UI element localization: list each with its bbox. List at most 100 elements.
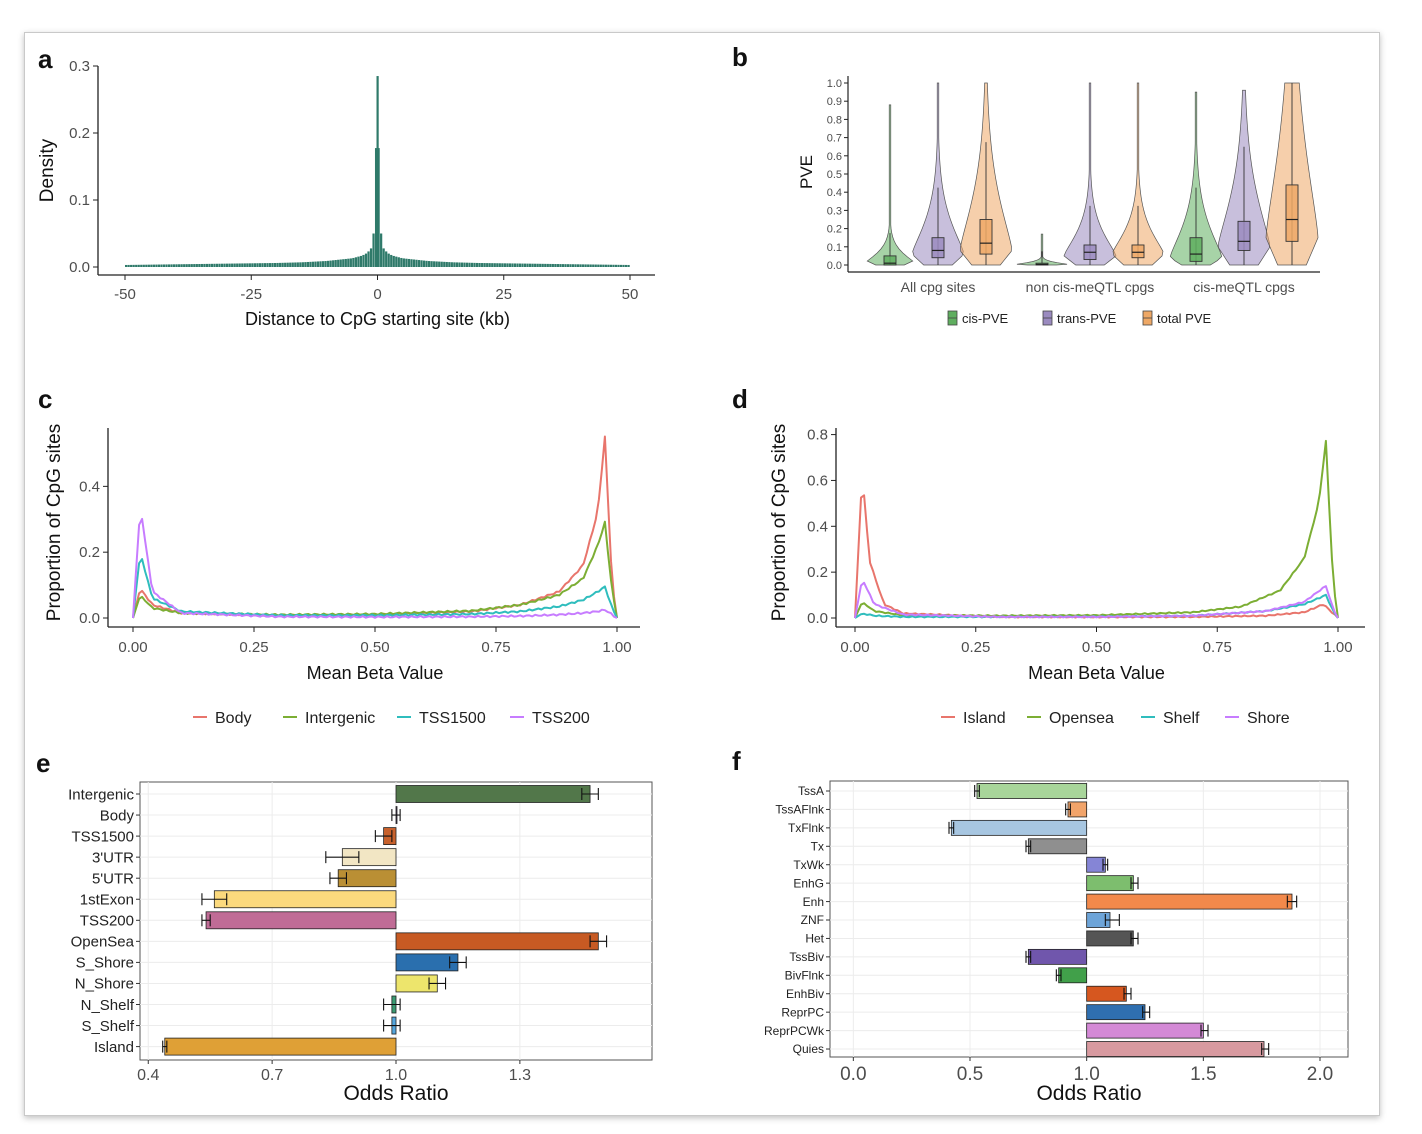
histogram-bar [496, 263, 499, 267]
histogram-bar [589, 264, 592, 267]
histogram-bar [561, 264, 565, 267]
category-label: TssA [798, 784, 824, 798]
histogram-bar [263, 263, 267, 267]
y-tick-label: 0.1 [827, 242, 842, 254]
histogram-bar [271, 263, 274, 267]
x-tick-label: 1.0 [385, 1067, 407, 1084]
histogram-bar [440, 261, 443, 267]
histogram-bar [387, 253, 390, 267]
histogram-bar [609, 264, 613, 267]
histogram-bar [599, 264, 602, 267]
histogram-bar [220, 263, 224, 267]
category-label: TxFlnk [788, 821, 825, 835]
histogram-bar [612, 264, 615, 267]
histogram-bar [266, 263, 269, 267]
histogram-bar [450, 262, 453, 267]
histogram-bar [410, 259, 413, 267]
histogram-bar [491, 263, 494, 267]
histogram-bar [324, 261, 327, 267]
legend-label: TSS1500 [419, 710, 486, 727]
histogram-bar [536, 263, 539, 267]
histogram-bar [516, 263, 519, 267]
y-tick-label: 0.6 [827, 151, 842, 163]
histogram-bar [354, 257, 357, 267]
histogram-bar [397, 257, 400, 267]
panel-f-letter: f [732, 746, 741, 776]
histogram-bar [395, 256, 398, 267]
histogram-bar [438, 261, 441, 267]
histogram-bar [193, 264, 196, 267]
histogram-bar [559, 264, 562, 267]
histogram-bar [137, 264, 140, 267]
histogram-bar [501, 263, 504, 267]
histogram-bar [279, 262, 282, 267]
histogram-bar [367, 251, 370, 267]
bar-reprpcwk [1086, 1022, 1204, 1039]
panel-c-line-plot: 0.0 0.2 0.4 0.00 0.25 0.50 0.75 1.00 Mean Beta V… [44, 424, 640, 727]
y-tick-label: 0.0 [69, 259, 90, 276]
histogram-bar [458, 262, 461, 267]
histogram-bar [604, 264, 607, 267]
category-label: TSS1500 [71, 828, 134, 845]
histogram-bar [268, 263, 272, 267]
category-label: Enh [803, 895, 824, 909]
bar-tx [1027, 838, 1088, 855]
y-tick-label: 0.8 [807, 427, 828, 444]
histogram-bar [291, 262, 294, 267]
histogram-bar [344, 258, 347, 267]
bar-island [164, 1037, 397, 1056]
legend-label: total PVE [1157, 311, 1212, 326]
histogram-bar [352, 257, 355, 267]
category-label: TxWk [793, 858, 825, 872]
histogram-bar [256, 263, 259, 267]
histogram-bar [579, 264, 582, 267]
x-tick-label: 1.3 [509, 1067, 531, 1084]
legend-label: trans-PVE [1057, 311, 1117, 326]
bar-s-shore [395, 953, 459, 972]
box [1131, 244, 1145, 259]
panel-d-letter: d [732, 384, 748, 414]
histogram-bar [150, 264, 153, 267]
histogram-bar [486, 263, 489, 267]
x-tick-label: 25 [495, 286, 512, 303]
histogram-bar [582, 264, 585, 267]
bar-tss200 [205, 911, 397, 930]
histogram-bar [541, 263, 544, 267]
histogram-bar [286, 262, 289, 267]
category-label: OpenSea [71, 934, 135, 951]
histogram-bar [488, 263, 491, 267]
legend-label: Intergenic [305, 710, 375, 727]
histogram-bar [185, 264, 188, 267]
histogram-bar [273, 262, 277, 267]
series-line-tss1500 [132, 558, 618, 619]
histogram-bar [362, 254, 365, 267]
histogram-bar [213, 263, 216, 267]
histogram-bar [316, 261, 320, 267]
histogram-bar [152, 264, 155, 267]
histogram-bar [402, 258, 405, 267]
histogram-bar [435, 261, 438, 267]
histogram-bar [513, 263, 517, 267]
histogram-bar [554, 264, 557, 267]
y-tick-label: 0.1 [69, 192, 90, 209]
category-label: ReprPCWk [764, 1024, 825, 1038]
histogram-bar [622, 264, 625, 267]
histogram-bar [511, 263, 514, 267]
panel-d-line-plot: 0.0 0.2 0.4 0.6 0.8 0.00 0.25 0.50 0.75 1.00 Mean … [769, 424, 1365, 727]
category-label: 3'UTR [92, 849, 134, 866]
histogram-bar [321, 261, 325, 267]
x-axis-title: Odds Ratio [1036, 1082, 1141, 1105]
bar-enh [1086, 893, 1293, 910]
legend-label: Island [963, 710, 1006, 727]
histogram-bar [470, 262, 474, 267]
y-tick-label: 0.7 [827, 133, 842, 145]
x-tick-label: 1.00 [602, 639, 631, 656]
histogram-bar [619, 264, 623, 267]
histogram-bar [534, 263, 537, 267]
category-label: S_Shore [76, 955, 134, 972]
histogram-bar [508, 263, 512, 267]
box [883, 255, 897, 266]
category-label: Tx [811, 839, 824, 853]
histogram-bar [564, 264, 567, 267]
histogram-bar [597, 264, 600, 267]
